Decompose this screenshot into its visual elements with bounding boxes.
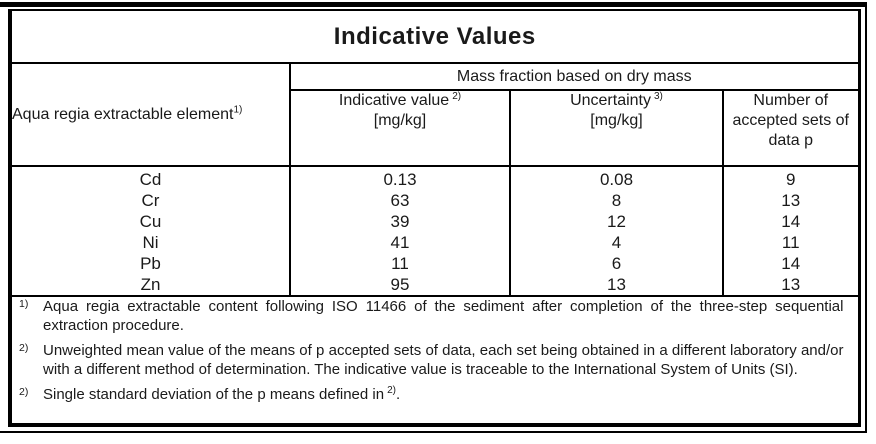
indicative-values-table: Indicative Values Aqua regia extractable… (8, 9, 861, 427)
cell-indicative-value: 95 (289, 274, 511, 296)
cell-indicative-value: 0.13 (289, 166, 511, 190)
cell-element: Ni (9, 232, 291, 253)
footnote-marker: 2) (19, 386, 29, 398)
footnote-marker: 2) (19, 342, 29, 354)
footnote-1: 1) Aqua regia extractable content follow… (12, 297, 858, 335)
column-header-row: Indicative value 2) [mg/kg] Uncertainty 3)… (10, 89, 860, 167)
footnote-ref-2: 2) (452, 90, 462, 102)
footnote-text: Aqua regia extractable content following… (43, 298, 844, 334)
document-frame (0, 2, 867, 433)
cell-accepted-sets: 13 (722, 274, 860, 296)
footnotes-section: 1) Aqua regia extractable content follow… (9, 295, 860, 426)
column-header-uncertainty: Uncertainty 3) [mg/kg] (509, 89, 724, 167)
footnote-ref-3: 3) (654, 90, 663, 102)
header-label-line: Indicative value 2) (338, 90, 462, 109)
cell-uncertainty: 4 (509, 232, 724, 253)
footnote-marker: 1) (19, 298, 29, 310)
cell-element: Zn (9, 274, 291, 296)
cell-element: Pb (9, 253, 291, 274)
cell-accepted-sets: 9 (722, 166, 860, 190)
cell-indicative-value: 63 (289, 190, 511, 211)
cell-uncertainty: 13 (509, 274, 724, 296)
cell-accepted-sets: 14 (722, 211, 860, 232)
table-row-cd: Cd 0.13 0.08 9 (9, 166, 860, 190)
cell-indicative-value: 11 (289, 253, 511, 274)
group-header-row: Aqua regia extractable element1) Mass fr… (9, 62, 860, 167)
column-header-element: Aqua regia extractable element1) (9, 62, 291, 167)
table-row-cu: Cu 39 12 14 (9, 211, 860, 232)
table-title: Indicative Values (9, 9, 860, 64)
column-header-accepted-sets: Number of accepted sets of data p (722, 89, 860, 167)
title-row: Indicative Values (9, 9, 860, 64)
column-header-indicative-value: Indicative value 2) [mg/kg] (289, 89, 511, 167)
cell-accepted-sets: 14 (722, 253, 860, 274)
cell-uncertainty: 12 (509, 211, 724, 232)
cell-element: Cu (9, 211, 291, 232)
footnote-2: 2) Unweighted mean value of the means of… (12, 341, 858, 379)
footnotes-row: 1) Aqua regia extractable content follow… (9, 295, 860, 426)
table-row-pb: Pb 11 6 14 (9, 253, 860, 274)
header-label-line: Uncertainty 3) (570, 90, 663, 109)
footnote-text: Single standard deviation of the p means… (43, 385, 401, 404)
footnote-ref-1: 1) (233, 104, 243, 116)
cell-accepted-sets: 11 (722, 232, 860, 253)
group-header-mass-fraction: Mass fraction based on dry mass (289, 62, 860, 91)
header-unit: [mg/kg] (373, 112, 427, 129)
cell-indicative-value: 39 (289, 211, 511, 232)
cell-element: Cr (9, 190, 291, 211)
footnote-3: 2) Single standard deviation of the p me… (12, 385, 858, 404)
footnote-ref-2-inline: 2) (387, 385, 396, 396)
cell-element: Cd (9, 166, 291, 190)
cell-uncertainty: 8 (509, 190, 724, 211)
footnote-text: Unweighted mean value of the means of p … (43, 342, 844, 378)
element-header-label: Aqua regia extractable element (12, 105, 234, 123)
table-row-cr: Cr 63 8 13 (9, 190, 860, 211)
cell-accepted-sets: 13 (722, 190, 860, 211)
cell-uncertainty: 6 (509, 253, 724, 274)
cell-indicative-value: 41 (289, 232, 511, 253)
cell-uncertainty: 0.08 (509, 166, 724, 190)
header-unit: [mg/kg] (590, 112, 643, 129)
table-row-zn: Zn 95 13 13 (9, 274, 860, 296)
table-row-ni: Ni 41 4 11 (9, 232, 860, 253)
